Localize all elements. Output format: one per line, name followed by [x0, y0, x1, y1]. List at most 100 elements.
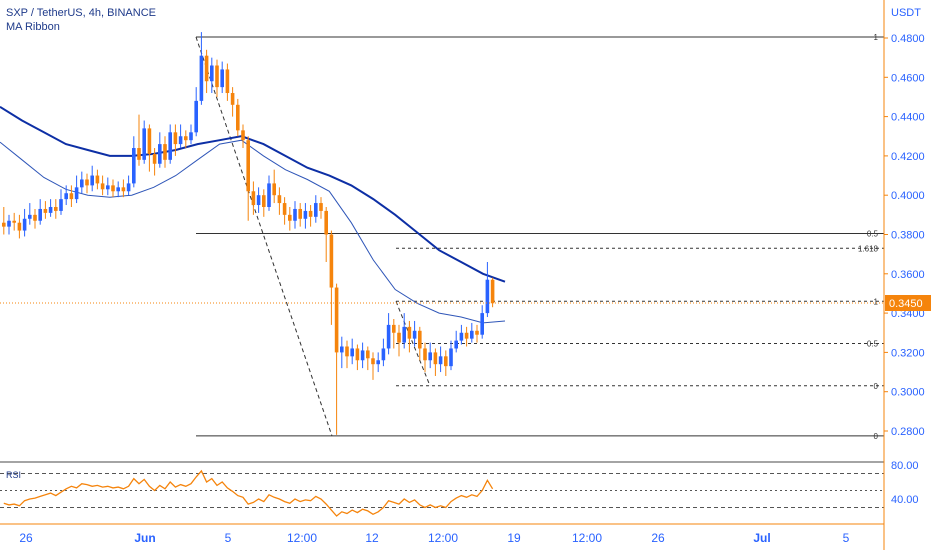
symbol-title[interactable]: SXP / TetherUS, 4h, BINANCE	[6, 7, 156, 19]
candle	[324, 206, 328, 263]
candle-body	[236, 104, 240, 131]
candle	[7, 214, 11, 235]
candle	[334, 283, 339, 435]
fib-level-label: 1	[874, 33, 879, 42]
candle	[33, 208, 37, 229]
candle	[147, 124, 152, 172]
candle	[54, 199, 58, 219]
time-tick-label: 12	[365, 531, 379, 545]
candle-body	[33, 214, 37, 221]
candle-body	[392, 324, 396, 333]
price-tick-label: 0.3200	[891, 347, 925, 359]
candle-body	[173, 132, 178, 145]
fib-level-label: 0	[874, 432, 879, 441]
candle	[210, 57, 214, 94]
price-tick-label: 0.3400	[891, 308, 925, 320]
candle	[381, 338, 386, 367]
price-tick-label: 0.4200	[891, 151, 925, 163]
candle	[470, 322, 474, 343]
candle	[215, 59, 219, 97]
currency-label: USDT	[891, 7, 921, 19]
candle	[397, 324, 401, 357]
candlesticks	[2, 32, 495, 435]
candle	[132, 136, 136, 188]
candle	[236, 98, 240, 137]
time-tick-label: 12:00	[572, 531, 602, 545]
candle-body	[85, 179, 89, 186]
candle	[350, 338, 354, 365]
candle-body	[345, 346, 349, 357]
candle	[121, 179, 126, 198]
candle	[386, 313, 391, 355]
candle-body	[454, 340, 458, 349]
candle-body	[262, 195, 266, 207]
candle-body	[402, 326, 406, 343]
candle	[444, 350, 448, 376]
candle	[475, 324, 479, 343]
candle	[64, 185, 68, 206]
candle-body	[116, 187, 120, 192]
candle	[48, 199, 53, 217]
candle	[319, 197, 323, 219]
candle	[95, 169, 100, 190]
rsi-label[interactable]: RSI	[6, 470, 22, 480]
time-tick-label: 12:00	[287, 531, 317, 545]
rsi-tick-label: 40.00	[891, 494, 919, 506]
candle-body	[470, 330, 474, 339]
candle	[12, 212, 16, 231]
candle	[298, 203, 302, 227]
candle-body	[210, 65, 214, 82]
candle-body	[43, 208, 48, 213]
candle	[360, 342, 365, 369]
ma-slow-line	[0, 105, 506, 283]
candle	[22, 208, 27, 237]
candle-body	[194, 100, 198, 133]
price-tick-label: 0.4800	[891, 33, 925, 45]
candle	[402, 313, 406, 349]
last-price-value: 0.3450	[889, 298, 923, 310]
price-tick-label: 0.4600	[891, 72, 925, 84]
candle-body	[230, 93, 235, 105]
candle	[194, 87, 198, 137]
candle	[490, 277, 495, 308]
candle-body	[246, 140, 250, 192]
candle	[293, 201, 297, 229]
candle-body	[334, 287, 339, 353]
candle	[106, 177, 110, 196]
time-axis[interactable]: 26 Jun 5 12:00 12 12:00 19 12:00 26 Jul 5	[19, 531, 849, 545]
candle-body	[340, 346, 344, 353]
price-tick-label: 0.2800	[891, 426, 925, 438]
candle	[178, 124, 183, 149]
time-tick-label: 19	[507, 531, 521, 545]
candle-body	[184, 136, 188, 141]
candle-body	[428, 352, 432, 361]
candle-body	[475, 330, 479, 335]
candle	[376, 352, 380, 373]
candle	[80, 171, 84, 194]
candle	[43, 201, 48, 219]
candle	[267, 175, 271, 211]
candle-body	[111, 185, 115, 192]
candle-body	[350, 348, 354, 357]
candle	[282, 197, 287, 225]
candle-body	[90, 175, 94, 186]
candle-body	[490, 279, 495, 304]
candle	[433, 348, 438, 376]
candle	[428, 342, 432, 369]
candle	[251, 181, 256, 215]
candle	[152, 148, 157, 176]
candle	[340, 336, 344, 369]
indicator-label[interactable]: MA Ribbon	[6, 21, 60, 33]
time-tick-label: 12:00	[428, 531, 458, 545]
candle-body	[158, 144, 162, 164]
candle	[423, 342, 427, 373]
candle-body	[178, 136, 183, 145]
candle-body	[444, 356, 448, 367]
candle-body	[126, 183, 131, 192]
rsi-pane	[0, 469, 884, 517]
trend-line	[395, 301, 431, 386]
candle	[345, 340, 349, 369]
price-axis[interactable]: 0.2800 0.3000 0.3200 0.3400 0.3600 0.3800 0.40…	[884, 33, 925, 506]
candle-body	[329, 234, 334, 288]
